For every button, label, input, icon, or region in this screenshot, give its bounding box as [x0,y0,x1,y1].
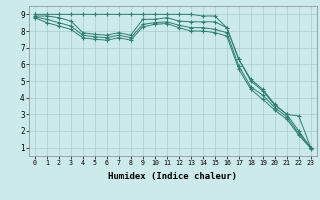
X-axis label: Humidex (Indice chaleur): Humidex (Indice chaleur) [108,172,237,181]
